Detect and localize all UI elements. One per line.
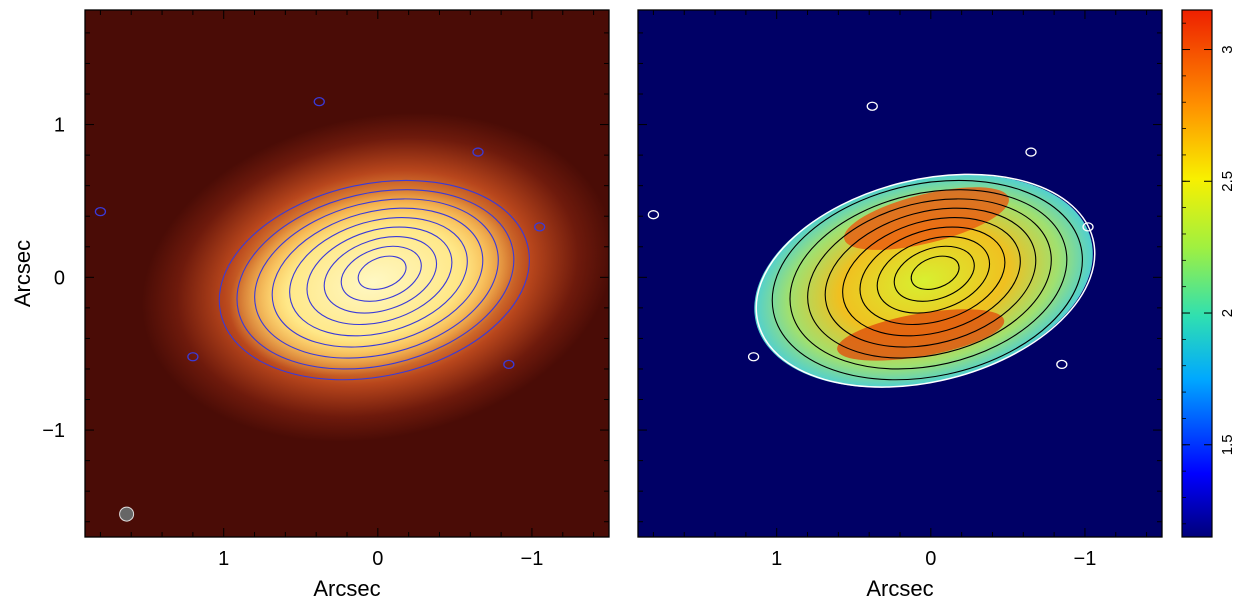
contour-blob [1082, 222, 1094, 232]
outline-contour [755, 173, 1096, 388]
x-tick-label: 0 [925, 548, 936, 570]
contour-blob [472, 147, 484, 157]
contour-line [876, 236, 991, 314]
left-image [85, 10, 609, 537]
y-tick-label: −1 [42, 420, 65, 442]
x-tick-label: −1 [521, 548, 544, 570]
galaxy-core [229, 189, 517, 376]
right-panel: 1 0 −1 Arcsec [637, 9, 1163, 601]
contour-blob [313, 97, 325, 107]
colorbar-tick-label: 3 [1219, 45, 1236, 53]
contour-line [289, 217, 468, 337]
x-tick-label: 1 [218, 548, 229, 570]
x-tick-label: 1 [771, 548, 782, 570]
contour-blob [1025, 147, 1037, 157]
colorbar-tick-label: 1.5 [1219, 434, 1236, 455]
y-tick-label: 1 [54, 115, 65, 137]
contour-line [807, 198, 1052, 359]
contour-blob [747, 352, 760, 362]
contour-blob [533, 222, 546, 232]
contour-line [271, 207, 484, 348]
contour-line [859, 226, 1006, 326]
contour-line [893, 245, 975, 302]
x-axis-label: Arcsec [866, 576, 933, 601]
colorbar-scale [1181, 9, 1213, 538]
colorbar: 1.5 2 2.5 3 [1181, 9, 1236, 538]
contour-line [789, 189, 1068, 370]
left-panel: 1 0 −1 Arcsec 1 0 −1 Arcsec [10, 9, 610, 601]
contour-line [254, 198, 499, 359]
contour-blob [866, 101, 878, 111]
high-value-region [844, 187, 1009, 250]
right-image [638, 10, 1162, 537]
y-axis-label: Arcsec [10, 240, 35, 307]
contour-line [824, 207, 1037, 348]
contour-line [218, 179, 530, 381]
colorbar-tick-label: 2 [1219, 309, 1236, 317]
y-tick-label: 0 [54, 267, 65, 289]
x-tick-label: 0 [372, 548, 383, 570]
contour-line [842, 217, 1021, 337]
x-axis-label: Arcsec [313, 576, 380, 601]
contour-blob [1056, 359, 1068, 370]
x-tick-label: −1 [1074, 548, 1097, 570]
contour-line [236, 189, 515, 370]
contour-line [340, 245, 422, 302]
beam-marker [119, 506, 135, 522]
contour-line [771, 179, 1083, 381]
contour-line [357, 255, 407, 290]
contour-blob [647, 210, 660, 220]
contour-blob [503, 359, 515, 370]
contour-blob [94, 206, 107, 217]
contour-line [306, 226, 453, 326]
index-map [754, 174, 1093, 388]
contour-line [910, 255, 960, 290]
contour-line [323, 236, 438, 314]
colorbar-tick-label: 2.5 [1219, 171, 1236, 192]
contour-blob [187, 352, 199, 362]
